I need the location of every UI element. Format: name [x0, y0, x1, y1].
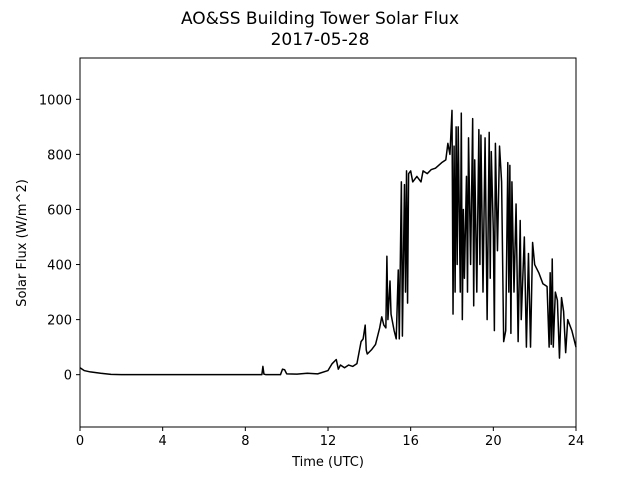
y-axis-label: Solar Flux (W/m^2): [15, 179, 30, 307]
y-tick-label: 200: [47, 314, 72, 329]
x-axis-label: Time (UTC): [291, 455, 364, 470]
x-tick-label: 12: [320, 434, 337, 449]
x-tick-label: 16: [402, 434, 419, 449]
x-tick-label: 0: [76, 434, 84, 449]
y-tick-label: 600: [47, 203, 72, 218]
plot-frame: [79, 57, 577, 428]
data-line: [79, 109, 577, 376]
y-tick-label: 800: [47, 148, 72, 163]
y-tick-label: 1000: [39, 93, 72, 108]
chart-subtitle: 2017-05-28: [271, 30, 370, 50]
x-tick-label: 4: [159, 434, 167, 449]
y-tick-label: 400: [47, 259, 72, 274]
x-tick-label: 8: [241, 434, 249, 449]
x-tick-label: 20: [485, 434, 502, 449]
x-tick-label: 24: [568, 434, 585, 449]
chart-title: AO&SS Building Tower Solar Flux: [181, 9, 459, 29]
y-tick-label: 0: [64, 369, 72, 384]
